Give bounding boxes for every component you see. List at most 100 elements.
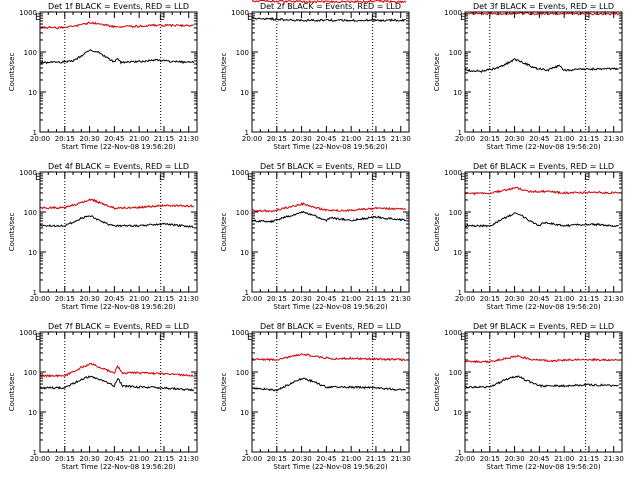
x-axis-label: Start Time (22-Nov-08 19:56:20) xyxy=(273,303,387,311)
x-tick-label: 20:30 xyxy=(291,295,311,303)
event-marker-label: E xyxy=(460,13,466,23)
events-series-line xyxy=(464,375,619,389)
x-axis-label: Start Time (22-Nov-08 19:56:20) xyxy=(486,463,600,471)
event-marker-label: E xyxy=(247,333,253,343)
x-axis-label: Start Time (22-Nov-08 19:56:20) xyxy=(61,303,175,311)
events-series-line xyxy=(39,215,194,229)
panel-title: Det 4f BLACK = Events, RED = LLD xyxy=(48,162,189,171)
lld-series-line xyxy=(39,198,195,210)
event-marker-label: E xyxy=(584,333,590,343)
y-tick-label: 1000 xyxy=(19,169,37,177)
x-tick-label: 20:00 xyxy=(242,455,262,463)
x-axis-label: Start Time (22-Nov-08 19:56:20) xyxy=(273,143,387,151)
x-tick-label: 21:15 xyxy=(579,295,599,303)
event-marker-label: E xyxy=(159,13,165,23)
y-tick-label: 1000 xyxy=(19,329,37,337)
x-tick-label: 20:30 xyxy=(504,455,524,463)
panel-title: Det 1f BLACK = Events, RED = LLD xyxy=(48,2,189,11)
panel-det-1: Det 1f BLACK = Events, RED = LLD E E 1 10 100… xyxy=(8,2,199,151)
panel-det-8: Det 8f BLACK = Events, RED = LLD E E 1 10 100… xyxy=(220,322,411,471)
y-tick-label: 10 xyxy=(240,409,249,417)
x-tick-label: 20:45 xyxy=(104,295,124,303)
y-tick-label: 1 xyxy=(245,449,249,457)
x-axis-label: Start Time (22-Nov-08 19:56:20) xyxy=(273,463,387,471)
panel-title: Det 3f BLACK = Events, RED = LLD xyxy=(473,2,614,11)
events-series-line xyxy=(464,212,619,228)
y-tick-label: 1000 xyxy=(444,329,462,337)
x-tick-label: 20:15 xyxy=(55,135,75,143)
x-tick-label: 21:30 xyxy=(604,135,624,143)
lld-series-line xyxy=(464,354,620,364)
x-axis-label: Start Time (22-Nov-08 19:56:20) xyxy=(486,303,600,311)
y-tick-label: 1000 xyxy=(231,9,249,17)
y-tick-label: 10 xyxy=(453,409,462,417)
x-tick-label: 20:45 xyxy=(529,135,549,143)
event-marker-label: E xyxy=(35,333,41,343)
x-tick-label: 21:15 xyxy=(154,295,174,303)
x-tick-label: 21:30 xyxy=(179,295,199,303)
y-tick-label: 1 xyxy=(33,449,37,457)
x-tick-label: 20:15 xyxy=(55,295,75,303)
panel-det-5: Det 5f BLACK = Events, RED = LLD E E 1 10 100… xyxy=(220,162,411,311)
y-tick-label: 100 xyxy=(236,209,249,217)
x-tick-label: 20:45 xyxy=(316,455,336,463)
x-tick-label: 20:30 xyxy=(504,135,524,143)
lld-series-line xyxy=(251,353,406,362)
plot-frame xyxy=(251,331,410,453)
event-marker-label: E xyxy=(247,13,253,23)
x-tick-label: 20:15 xyxy=(267,295,287,303)
plot-frame xyxy=(464,171,623,293)
event-marker-label: E xyxy=(584,13,590,23)
y-tick-label: 1000 xyxy=(444,9,462,17)
panel-det-9: Det 9f BLACK = Events, RED = LLD E E 1 10 100… xyxy=(433,322,624,471)
y-axis-label: Counts/sec xyxy=(220,53,228,92)
x-tick-label: 21:30 xyxy=(391,135,411,143)
y-tick-label: 100 xyxy=(449,49,462,57)
x-tick-label: 20:15 xyxy=(267,455,287,463)
events-series-line xyxy=(251,16,407,23)
x-tick-label: 20:45 xyxy=(104,135,124,143)
panel-title: Det 2f BLACK = Events, RED = LLD xyxy=(260,2,401,11)
x-tick-label: 21:00 xyxy=(554,455,574,463)
y-tick-label: 100 xyxy=(24,369,37,377)
y-tick-label: 1000 xyxy=(231,329,249,337)
panel-det-6: Det 6f BLACK = Events, RED = LLD E E 1 10 100… xyxy=(433,162,624,311)
lld-series-line xyxy=(39,21,194,30)
x-tick-label: 21:15 xyxy=(579,455,599,463)
x-tick-label: 20:30 xyxy=(79,135,99,143)
panel-title: Det 7f BLACK = Events, RED = LLD xyxy=(48,322,189,331)
plot-frame xyxy=(464,11,623,133)
x-tick-label: 20:00 xyxy=(30,295,50,303)
x-tick-label: 20:45 xyxy=(529,455,549,463)
x-tick-label: 21:30 xyxy=(604,455,624,463)
x-tick-label: 20:30 xyxy=(291,455,311,463)
lld-series-line xyxy=(464,186,620,196)
panel-title: Det 6f BLACK = Events, RED = LLD xyxy=(473,162,614,171)
x-tick-label: 20:30 xyxy=(504,295,524,303)
x-axis-label: Start Time (22-Nov-08 19:56:20) xyxy=(61,463,175,471)
panel-title: Det 9f BLACK = Events, RED = LLD xyxy=(473,322,614,331)
y-tick-label: 1000 xyxy=(444,169,462,177)
y-tick-label: 10 xyxy=(240,249,249,257)
y-tick-label: 10 xyxy=(240,89,249,97)
event-marker-label: E xyxy=(371,333,377,343)
y-tick-label: 1 xyxy=(458,449,462,457)
events-series-line xyxy=(464,58,619,74)
y-axis-label: Counts/sec xyxy=(220,213,228,252)
y-axis-label: Counts/sec xyxy=(433,373,441,412)
x-tick-label: 21:00 xyxy=(554,295,574,303)
panel-det-4: Det 4f BLACK = Events, RED = LLD E E 1 10 100… xyxy=(8,162,199,311)
x-tick-label: 21:00 xyxy=(129,455,149,463)
x-tick-label: 20:00 xyxy=(30,135,50,143)
plot-frame xyxy=(39,11,198,133)
x-tick-label: 20:30 xyxy=(291,135,311,143)
y-axis-label: Counts/sec xyxy=(8,53,16,92)
event-marker-label: E xyxy=(584,173,590,183)
x-tick-label: 21:30 xyxy=(391,455,411,463)
event-marker-label: E xyxy=(247,173,253,183)
x-tick-label: 20:00 xyxy=(30,455,50,463)
y-tick-label: 1000 xyxy=(231,169,249,177)
panel-det-3: Det 3f BLACK = Events, RED = LLD E E 1 10 100… xyxy=(433,2,624,151)
y-tick-label: 1 xyxy=(33,289,37,297)
